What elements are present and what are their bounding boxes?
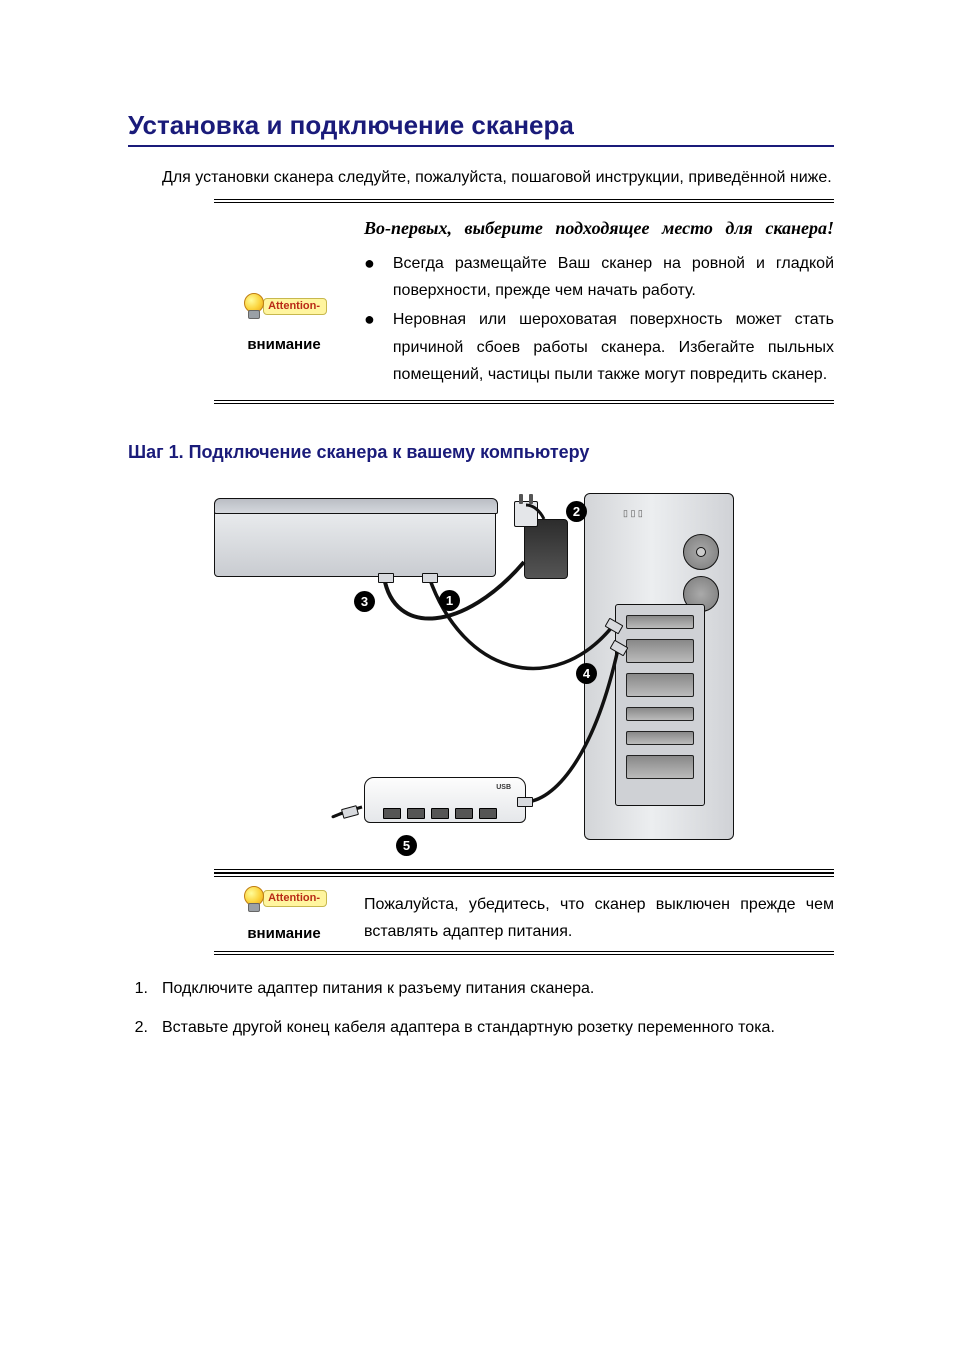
lightbulb-icon bbox=[241, 884, 261, 914]
title-underline bbox=[128, 145, 834, 147]
cables bbox=[214, 477, 834, 869]
bullet-item: ● Всегда размещайте Ваш сканер на ровной… bbox=[364, 250, 834, 304]
attention-badge: Attention- bbox=[263, 890, 327, 907]
connection-diagram: ▯ ▯ ▯ USB bbox=[214, 477, 834, 869]
attention-box-2: Attention- внимание Пожалуйста, убедитес… bbox=[214, 873, 834, 955]
bullet-text: Всегда размещайте Ваш сканер на ровной и… bbox=[393, 250, 834, 304]
attention-left: Attention- внимание bbox=[214, 213, 354, 390]
steps-list: 1. Подключите адаптер питания к разъему … bbox=[128, 975, 834, 1043]
attention-left: Attention- внимание bbox=[214, 883, 354, 942]
attention-icon: Attention- bbox=[241, 883, 327, 915]
diagram-label-5: 5 bbox=[396, 835, 417, 856]
attention-text: Пожалуйста, убедитесь, что сканер выключ… bbox=[364, 883, 834, 945]
bullet-text: Неровная или шероховатая поверхность мож… bbox=[393, 306, 834, 388]
step-1-heading: Шаг 1. Подключение сканера к вашему комп… bbox=[128, 442, 834, 463]
connector bbox=[422, 573, 438, 583]
intro-text: Для установки сканера следуйте, пожалуйс… bbox=[162, 169, 832, 186]
attention-badge: Attention- bbox=[263, 298, 327, 315]
step-text: Вставьте другой конец кабеля адаптера в … bbox=[162, 1014, 834, 1043]
attention-label: внимание bbox=[247, 336, 320, 353]
diagram-label-1: 1 bbox=[439, 590, 460, 611]
list-item: 2. Вставьте другой конец кабеля адаптера… bbox=[128, 1014, 834, 1043]
step-number: 1. bbox=[128, 975, 148, 1004]
lightbulb-icon bbox=[241, 291, 261, 321]
diagram-label-3: 3 bbox=[354, 591, 375, 612]
attention-icon: Attention- bbox=[241, 290, 327, 322]
page-title: Установка и подключение сканера bbox=[128, 110, 834, 141]
connector bbox=[378, 573, 394, 583]
diagram-label-4: 4 bbox=[576, 663, 597, 684]
bullet-item: ● Неровная или шероховатая поверхность м… bbox=[364, 306, 834, 388]
list-item: 1. Подключите адаптер питания к разъему … bbox=[128, 975, 834, 1004]
connection-diagram-container: ▯ ▯ ▯ USB bbox=[214, 477, 834, 873]
bullet-icon: ● bbox=[364, 306, 375, 333]
bullet-icon: ● bbox=[364, 250, 375, 277]
attention-content: Во-первых, выберите подходящее место для… bbox=[364, 213, 834, 390]
intro-paragraph: Для установки сканера следуйте, пожалуйс… bbox=[128, 165, 834, 191]
attention-label: внимание bbox=[247, 925, 320, 942]
step-text: Подключите адаптер питания к разъему пит… bbox=[162, 975, 834, 1004]
connector bbox=[517, 797, 533, 807]
attention-box-1: Attention- внимание Во-первых, выберите … bbox=[214, 199, 834, 404]
attention-heading: Во-первых, выберите подходящее место для… bbox=[364, 213, 834, 244]
page: Установка и подключение сканера Для уста… bbox=[0, 0, 954, 1351]
diagram-label-2: 2 bbox=[566, 501, 587, 522]
step-number: 2. bbox=[128, 1014, 148, 1043]
